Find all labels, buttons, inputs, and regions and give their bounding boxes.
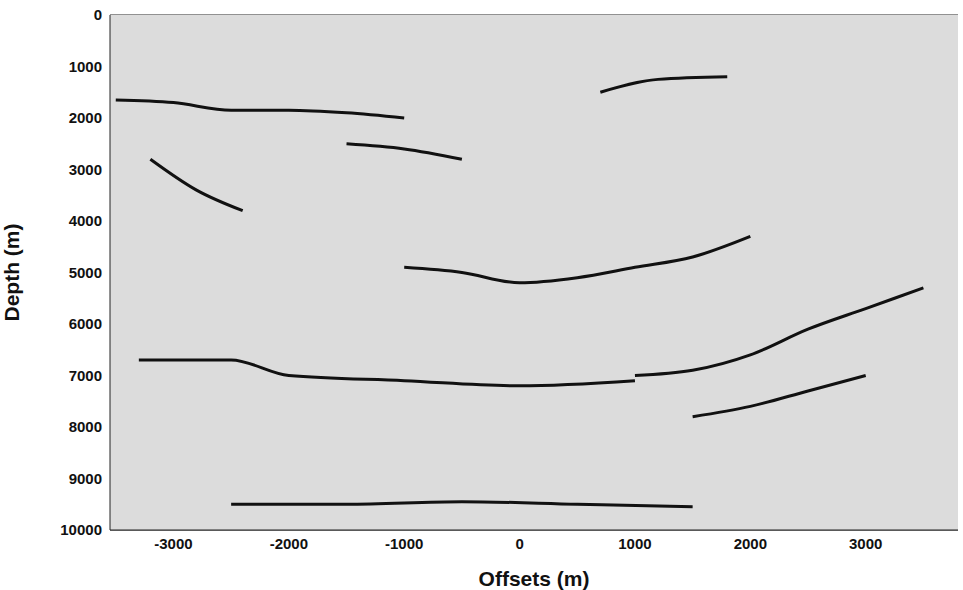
svg-text:10000: 10000 [60, 521, 102, 538]
svg-text:Offsets (m): Offsets (m) [479, 567, 590, 590]
svg-text:5000: 5000 [69, 264, 102, 281]
svg-text:0: 0 [94, 6, 102, 23]
svg-text:2000: 2000 [69, 109, 102, 126]
svg-text:2000: 2000 [734, 535, 767, 552]
svg-text:1000: 1000 [69, 58, 102, 75]
svg-text:4000: 4000 [69, 212, 102, 229]
svg-text:3000: 3000 [69, 161, 102, 178]
svg-text:7000: 7000 [69, 367, 102, 384]
svg-text:0: 0 [515, 535, 523, 552]
svg-text:Depth (m): Depth (m) [0, 224, 23, 322]
svg-text:3000: 3000 [849, 535, 882, 552]
svg-text:-3000: -3000 [154, 535, 192, 552]
svg-text:-1000: -1000 [385, 535, 423, 552]
svg-text:6000: 6000 [69, 315, 102, 332]
svg-text:1000: 1000 [618, 535, 651, 552]
svg-text:8000: 8000 [69, 418, 102, 435]
svg-text:-2000: -2000 [270, 535, 308, 552]
svg-text:9000: 9000 [69, 470, 102, 487]
